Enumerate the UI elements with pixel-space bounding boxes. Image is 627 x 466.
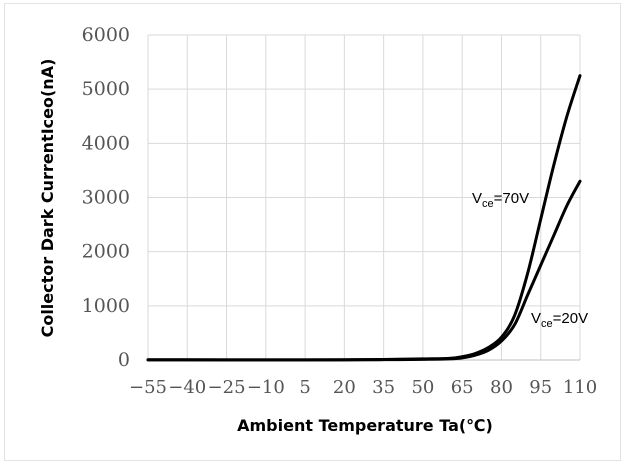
x-tick-label: 20: [333, 377, 356, 398]
x-tick-label: 5: [299, 377, 310, 398]
x-tick-label: −40: [168, 377, 206, 398]
y-tick-label: 0: [118, 349, 130, 371]
series-label-vce-70v: Vce=70V: [472, 190, 529, 210]
y-tick-label: 2000: [82, 241, 130, 263]
x-axis-title: Ambient Temperature Ta(℃): [237, 416, 493, 435]
x-tick-label: 35: [372, 377, 395, 398]
series-label-vce-20v-tail: =20V: [553, 310, 588, 327]
series-label-vce-20v: Vce=20V: [531, 310, 588, 330]
y-tick-label: 5000: [82, 78, 130, 100]
series-label-vce-70v-tail: =70V: [494, 190, 529, 207]
y-tick-label: 1000: [82, 295, 130, 317]
series-line-vce-70v: [146, 74, 582, 362]
x-tick-label: 50: [411, 377, 434, 398]
series-lines: [146, 74, 582, 362]
y-tick-label: 6000: [82, 24, 130, 46]
x-tick-label: 65: [451, 377, 474, 398]
x-tick-label: −25: [208, 377, 246, 398]
y-tick-label: 3000: [82, 187, 130, 209]
series-label-vce-20v-sub: ce: [541, 318, 553, 330]
x-tick-label: 80: [490, 377, 513, 398]
y-axis-title: Collector Dark CurrentIceo(nA): [38, 59, 57, 338]
y-tick-label: 4000: [82, 132, 130, 154]
series-label-vce-70v-main: V: [472, 190, 482, 207]
series-line-vce-20v: [146, 179, 582, 362]
chart-frame: [4, 3, 621, 461]
x-tick-label: −55: [129, 377, 167, 398]
grid-lines: [147, 34, 581, 361]
x-tick-label: −10: [247, 377, 285, 398]
tick-labels: 0 1000 2000 3000 4000 5000 6000 −55 −40 −25 −10 5 20…: [82, 24, 598, 398]
series-label-vce-20v-main: V: [531, 310, 541, 327]
series-label-vce-70v-sub: ce: [482, 198, 494, 210]
x-tick-label: 110: [563, 377, 597, 398]
x-tick-label: 95: [529, 377, 552, 398]
